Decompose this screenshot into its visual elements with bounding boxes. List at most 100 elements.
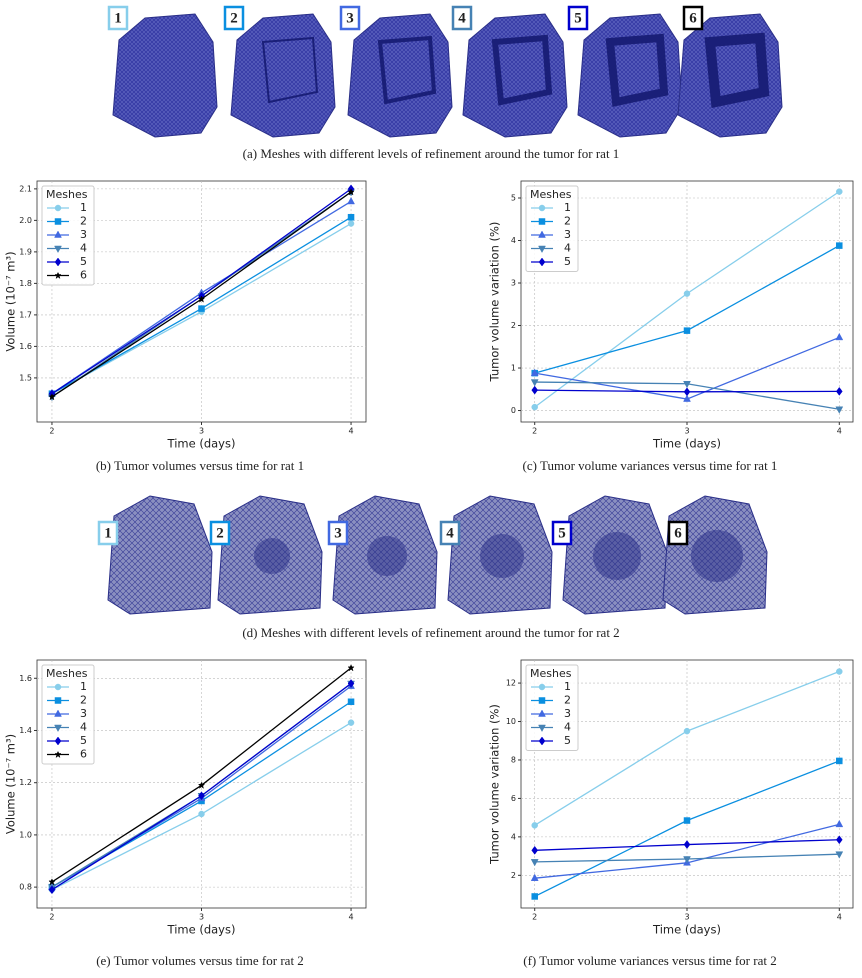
mesh-label-box xyxy=(451,5,473,31)
caption: (f) Tumor volume variances versus time f… xyxy=(523,953,776,968)
mesh-label: 5 xyxy=(558,525,566,541)
legend-marker xyxy=(54,724,62,733)
y-tick-label: 2.0 xyxy=(19,216,32,225)
legend-label: 4 xyxy=(80,721,87,734)
mesh-refinement xyxy=(367,536,407,576)
data-point xyxy=(835,406,844,414)
mesh-refinement xyxy=(691,530,743,582)
data-point xyxy=(530,873,539,881)
mesh-label-box xyxy=(667,520,689,546)
data-point xyxy=(836,188,843,195)
mesh-label: 2 xyxy=(216,525,224,541)
mesh-label: 2 xyxy=(230,10,238,26)
legend-marker xyxy=(54,697,62,704)
mesh-image xyxy=(347,13,453,138)
mesh-label-box xyxy=(551,520,573,546)
y-tick-label: 6 xyxy=(511,794,516,803)
legend-marker xyxy=(54,709,62,717)
y-tick-label: 12 xyxy=(506,679,516,688)
mesh-refinement xyxy=(491,34,553,106)
x-tick-label: 2 xyxy=(49,427,54,436)
data-point xyxy=(835,332,844,341)
legend-label: 1 xyxy=(564,201,571,214)
legend-label: 1 xyxy=(564,680,571,693)
legend-marker xyxy=(538,218,546,225)
x-tick-label: 4 xyxy=(348,913,353,922)
mesh-refinement xyxy=(254,538,290,574)
legend-label: 2 xyxy=(564,694,571,707)
mesh-label: 1 xyxy=(104,525,112,541)
y-tick-label: 1.9 xyxy=(19,247,32,256)
y-tick-label: 0.8 xyxy=(19,883,32,892)
mesh-refinement xyxy=(704,32,770,109)
x-tick-label: 3 xyxy=(684,913,689,922)
legend-label: 3 xyxy=(564,228,571,241)
x-axis-label: Time (days) xyxy=(167,437,236,451)
y-axis-label: Volume (10⁻⁷ m³) xyxy=(4,251,18,351)
data-point xyxy=(683,856,691,864)
mesh-label-box xyxy=(439,520,461,546)
mesh-label-box xyxy=(223,5,245,31)
legend-marker xyxy=(538,683,546,691)
mesh-label: 6 xyxy=(689,10,697,26)
data-point xyxy=(197,781,206,789)
x-axis-label: Time (days) xyxy=(167,923,236,937)
legend-label: 5 xyxy=(564,734,571,747)
data-point xyxy=(683,387,691,397)
mesh-label: 5 xyxy=(574,10,582,26)
legend-marker xyxy=(538,245,546,254)
caption: (b) Tumor volumes versus time for rat 1 xyxy=(96,458,304,473)
legend-label: 1 xyxy=(80,201,87,214)
data-point xyxy=(835,819,844,828)
x-tick-label: 2 xyxy=(532,427,537,436)
mesh-label: 3 xyxy=(346,10,354,26)
data-point xyxy=(835,851,844,859)
data-point xyxy=(347,213,355,221)
data-point xyxy=(48,885,56,895)
legend-marker xyxy=(538,709,546,717)
legend-label: 3 xyxy=(80,707,87,720)
y-tick-label: 1.8 xyxy=(19,279,32,288)
mesh-label-box xyxy=(97,520,119,546)
mesh-label: 4 xyxy=(458,10,466,26)
mesh-refinement xyxy=(605,33,669,107)
mesh-label: 6 xyxy=(674,525,682,541)
x-axis-label: Time (days) xyxy=(652,437,721,451)
mesh-label: 1 xyxy=(114,10,122,26)
x-tick-label: 3 xyxy=(199,427,204,436)
data-point xyxy=(836,668,843,675)
y-tick-label: 2.1 xyxy=(19,184,32,193)
mesh-image xyxy=(462,13,568,138)
y-tick-label: 1.0 xyxy=(19,830,32,839)
legend-marker xyxy=(54,271,62,280)
data-point xyxy=(198,791,205,801)
y-tick-label: 1.2 xyxy=(19,778,32,787)
y-axis-label: Volume (10⁻⁷ m³) xyxy=(4,734,18,834)
mesh-label-box xyxy=(567,5,589,31)
mesh-label-box xyxy=(327,520,349,546)
legend-marker xyxy=(54,204,62,212)
mesh-label-box xyxy=(209,520,231,546)
data-point xyxy=(347,664,355,672)
mesh-label-box xyxy=(339,5,361,31)
data-point xyxy=(531,822,538,829)
y-tick-label: 1.6 xyxy=(19,674,32,683)
legend-marker xyxy=(54,245,62,254)
legend-label: 5 xyxy=(564,255,571,268)
data-point xyxy=(531,845,539,855)
caption: (a) Meshes with different levels of refi… xyxy=(243,146,620,161)
legend-label: 4 xyxy=(80,242,87,255)
mesh-label-box xyxy=(682,5,704,31)
data-point xyxy=(198,305,205,312)
x-axis-label: Time (days) xyxy=(652,923,721,937)
mesh-refinement xyxy=(377,35,437,105)
legend-marker xyxy=(54,218,62,225)
y-tick-label: 5 xyxy=(511,194,516,203)
y-tick-label: 3 xyxy=(511,279,516,288)
y-tick-label: 4 xyxy=(511,832,516,841)
data-point xyxy=(48,878,56,886)
legend-label: 2 xyxy=(564,215,571,228)
data-point xyxy=(683,840,691,849)
legend-marker xyxy=(54,683,62,691)
